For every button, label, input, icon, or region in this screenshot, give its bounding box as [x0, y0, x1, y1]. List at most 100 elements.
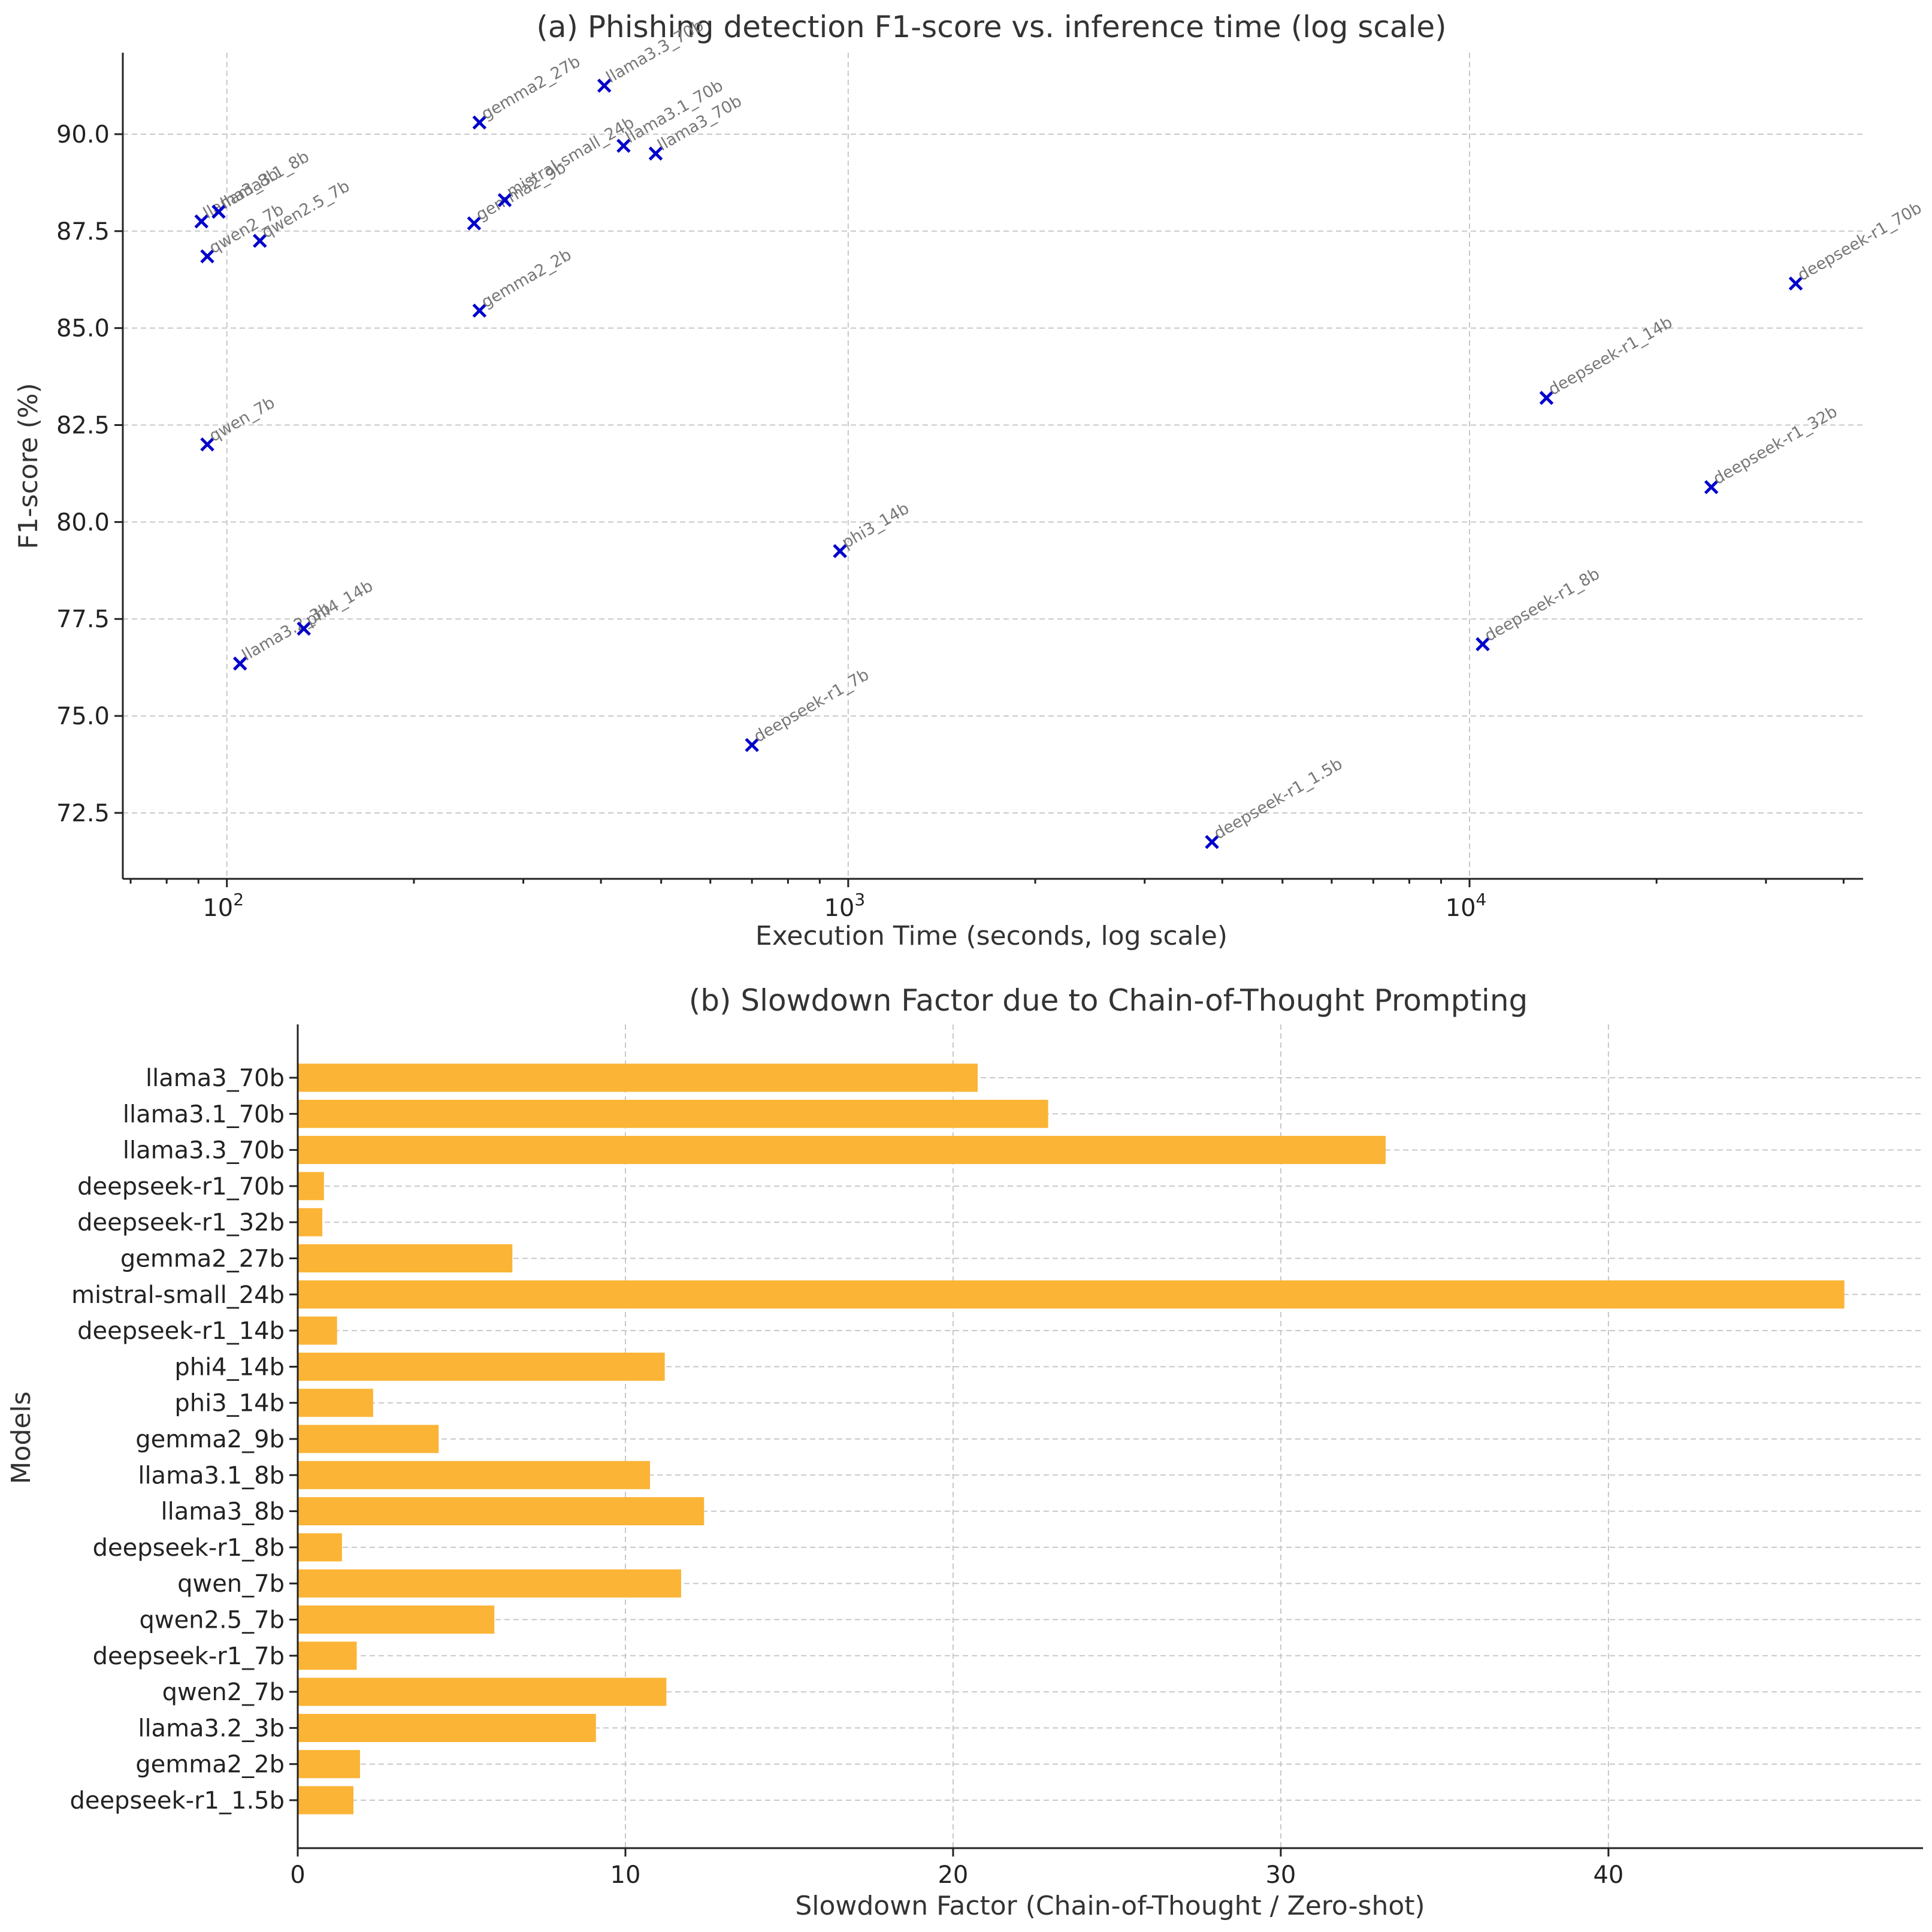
- scatter-y-tick-label: 77.5: [56, 606, 110, 633]
- scatter-point-label: mistral-small_24b: [503, 113, 637, 201]
- scatter-point: [1476, 637, 1490, 652]
- bar: [298, 1389, 373, 1417]
- bar-category-label: llama3.1_70b: [123, 1100, 285, 1128]
- bar-x-tick-label: 30: [1265, 1861, 1296, 1889]
- bar-category-label: qwen2.5_7b: [139, 1607, 285, 1634]
- bar: [298, 1099, 1048, 1128]
- bar: [298, 1569, 681, 1598]
- scatter-point: [194, 214, 209, 229]
- scatter-points: llama3_8bllama3.1_8bqwen2_7bqwen2.5_7bqw…: [194, 16, 1925, 849]
- scatter-point: [297, 621, 311, 636]
- bar: [298, 1136, 1386, 1165]
- scatter-point: [211, 204, 226, 219]
- bar-y-axis-label: Models: [6, 1391, 37, 1484]
- scatter-point: [232, 656, 247, 671]
- bar-category-label: llama3_70b: [146, 1065, 285, 1092]
- bar: [298, 1533, 342, 1562]
- scatter-x-tick-label: 104: [1446, 890, 1487, 922]
- bar-category-label: gemma2_9b: [135, 1426, 285, 1453]
- bar-category-label: qwen_7b: [177, 1570, 285, 1598]
- scatter-y-tick-label: 75.0: [56, 703, 110, 730]
- bar: [298, 1352, 665, 1381]
- scatter-y-tick-label: 72.5: [56, 800, 110, 827]
- scatter-point-label: deepseek-r1_14b: [1545, 313, 1676, 400]
- bar-category-label: gemma2_27b: [120, 1245, 285, 1273]
- bar: [298, 1750, 360, 1779]
- bar: [298, 1497, 705, 1526]
- scatter-point: [597, 78, 612, 93]
- bar-category-label: mistral-small_24b: [71, 1281, 285, 1309]
- scatter-point: [1704, 480, 1719, 494]
- bar-category-label: phi4_14b: [174, 1353, 285, 1381]
- bar-x-tick-label: 10: [610, 1861, 641, 1889]
- scatter-point-label: phi3_14b: [839, 499, 912, 552]
- scatter-ticks: 72.5 75.0 77.5 80.0 82.5 85.0 87.5 90.0 102 103 10…: [56, 121, 1845, 922]
- scatter-point: [472, 115, 487, 130]
- bar-title: (b) Slowdown Factor due to Chain-of-Thou…: [689, 983, 1528, 1018]
- scatter-point-label: deepseek-r1_1.5b: [1211, 755, 1346, 843]
- bar: [298, 1425, 439, 1453]
- scatter-point: [497, 193, 512, 207]
- bar-category-label: deepseek-r1_8b: [93, 1534, 285, 1562]
- bar-x-axis-label: Slowdown Factor (Chain-of-Thought / Zero…: [795, 1891, 1425, 1921]
- scatter-y-tick-label: 85.0: [56, 315, 110, 343]
- bar: [298, 1677, 667, 1706]
- scatter-point: [252, 234, 267, 248]
- bar: [298, 1244, 513, 1272]
- bar-series: [298, 1063, 1845, 1815]
- scatter-point-label: deepseek-r1_70b: [1795, 199, 1925, 285]
- scatter-point: [1205, 835, 1219, 849]
- bar-category-label: deepseek-r1_32b: [77, 1209, 285, 1236]
- bar: [298, 1641, 357, 1670]
- scatter-point: [200, 437, 214, 452]
- scatter-x-tick-label: 102: [202, 890, 244, 922]
- bar: [298, 1063, 978, 1092]
- bar-category-label: llama3_8b: [161, 1498, 285, 1526]
- scatter-point: [833, 544, 847, 558]
- scatter-point: [472, 303, 487, 318]
- bar: [298, 1713, 596, 1742]
- scatter-y-axis-label: F1-score (%): [13, 383, 44, 549]
- bar-category-label: deepseek-r1_14b: [77, 1317, 285, 1345]
- scatter-x-tick-label: 103: [824, 890, 865, 922]
- scatter-y-tick-label: 80.0: [56, 509, 110, 536]
- scatter-grid: [123, 53, 1863, 879]
- scatter-point: [1788, 276, 1803, 291]
- scatter-point: [467, 216, 482, 231]
- scatter-point: [200, 249, 214, 264]
- bar-category-label: deepseek-r1_1.5b: [69, 1787, 285, 1815]
- scatter-y-tick-label: 90.0: [56, 121, 110, 149]
- scatter-y-tick-label: 82.5: [56, 412, 110, 440]
- scatter-point-label: deepseek-r1_7b: [751, 666, 872, 746]
- bar-panel: (b) Slowdown Factor due to Chain-of-Thou…: [6, 983, 1923, 1921]
- bar-category-label: phi3_14b: [174, 1390, 285, 1417]
- scatter-x-axis-label: Execution Time (seconds, log scale): [755, 921, 1227, 951]
- scatter-y-tick-label: 87.5: [56, 218, 110, 246]
- bar-category-label: qwen2_7b: [162, 1679, 285, 1706]
- scatter-point: [616, 138, 631, 153]
- scatter-panel: (a) Phishing detection F1-score vs. infe…: [13, 10, 1925, 951]
- bar: [298, 1208, 323, 1236]
- scatter-point: [745, 737, 759, 752]
- scatter-point-label: deepseek-r1_32b: [1710, 403, 1841, 489]
- bar-x-tick-label: 20: [938, 1861, 968, 1889]
- bar: [298, 1280, 1845, 1309]
- bar-category-label: llama3.3_70b: [123, 1137, 285, 1165]
- scatter-point: [648, 146, 663, 161]
- bar: [298, 1316, 337, 1345]
- scatter-point-label: gemma2_27b: [478, 52, 583, 123]
- scatter-point-label: qwen_7b: [206, 394, 278, 446]
- scatter-point-label: phi4_14b: [303, 577, 376, 630]
- bar: [298, 1172, 324, 1201]
- bar: [298, 1461, 650, 1489]
- bar-category-label: gemma2_2b: [135, 1751, 285, 1779]
- bar-category-label: deepseek-r1_7b: [93, 1643, 285, 1670]
- bar-ticks: 0 10 20 30 40 llama3_70b llama3.1_70b llama3.3_…: [69, 1065, 1623, 1889]
- bar-category-label: llama3.2_3b: [138, 1715, 285, 1742]
- scatter-title: (a) Phishing detection F1-score vs. infe…: [536, 10, 1446, 44]
- bar: [298, 1606, 495, 1634]
- bar: [298, 1786, 353, 1815]
- scatter-point: [1539, 391, 1554, 405]
- scatter-point-label: deepseek-r1_8b: [1481, 564, 1603, 645]
